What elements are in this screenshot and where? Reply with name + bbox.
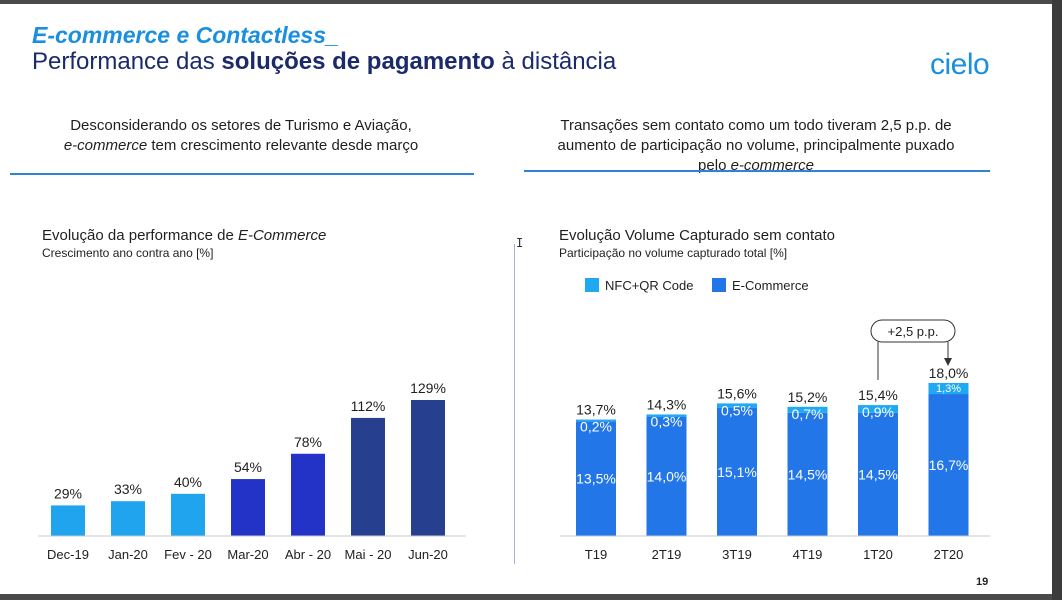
x-tick-label-2: Fev - 20 bbox=[164, 547, 212, 562]
charts-canvas: 29% Dec-19 33% Jan-20 40% Fev - 20 54% Mar-20 78… bbox=[38, 278, 990, 562]
right-chart-subtitle: Participação no volume capturado total [… bbox=[559, 246, 788, 260]
bar-1 bbox=[111, 501, 145, 536]
x-tick-label-r-0: T19 bbox=[585, 547, 607, 562]
ecommerce-label-2: 15,1% bbox=[717, 464, 757, 480]
nfc-bar-5 bbox=[928, 383, 969, 395]
ecommerce-bar-5 bbox=[928, 394, 969, 536]
x-tick-label-5: Mai - 20 bbox=[345, 547, 392, 562]
data-label-1: 33% bbox=[114, 481, 142, 497]
bar-5 bbox=[351, 417, 385, 536]
ecommerce-bar-0 bbox=[576, 421, 616, 536]
x-tick-label-3: Mar-20 bbox=[227, 547, 268, 562]
total-label-5: 18,0% bbox=[929, 365, 969, 381]
nfc-label-1: 0,3% bbox=[651, 413, 683, 429]
bar-2 bbox=[171, 493, 205, 536]
x-tick-label-4: Abr - 20 bbox=[285, 547, 331, 562]
nfc-bar-0 bbox=[576, 419, 616, 422]
ecommerce-bar-2 bbox=[717, 407, 757, 536]
x-tick-label-1: Jan-20 bbox=[108, 547, 148, 562]
left-chart-subtitle: Crescimento ano contra ano [%] bbox=[42, 246, 214, 260]
legend-swatch-ecommerce bbox=[712, 278, 726, 292]
data-label-6: 129% bbox=[410, 380, 446, 396]
bar-0 bbox=[51, 505, 85, 536]
right-summary: Transações sem contato como um todo tive… bbox=[557, 117, 955, 174]
bar-3 bbox=[231, 479, 265, 536]
nfc-bar-1 bbox=[646, 414, 687, 417]
ecommerce-bar-1 bbox=[646, 417, 687, 536]
x-tick-label-0: Dec-19 bbox=[47, 547, 89, 562]
ecommerce-label-5: 16,7% bbox=[929, 457, 969, 473]
x-tick-label-r-2: 3T19 bbox=[722, 547, 752, 562]
nfc-label-3: 0,7% bbox=[792, 406, 824, 422]
total-label-1: 14,3% bbox=[647, 396, 687, 412]
bar-4 bbox=[291, 453, 325, 536]
data-label-5: 112% bbox=[351, 398, 386, 414]
total-label-4: 15,4% bbox=[858, 387, 898, 403]
data-label-4: 78% bbox=[294, 434, 322, 450]
cielo-logo: cielo bbox=[930, 48, 990, 81]
nfc-bar-2 bbox=[717, 403, 757, 408]
x-tick-label-r-4: 1T20 bbox=[863, 547, 893, 562]
data-label-2: 40% bbox=[174, 474, 202, 490]
data-label-0: 29% bbox=[54, 485, 82, 501]
page-number: 19 bbox=[976, 576, 989, 588]
data-label-3: 54% bbox=[234, 459, 262, 475]
annotation-text: +2,5 p.p. bbox=[888, 324, 939, 339]
chart-divider bbox=[514, 244, 515, 564]
nfc-bar-3 bbox=[787, 406, 828, 413]
nfc-label-4: 0,9% bbox=[862, 404, 894, 420]
x-tick-label-r-3: 4T19 bbox=[793, 547, 823, 562]
left-summary: Desconsiderando os setores de Turismo e … bbox=[63, 117, 419, 154]
text-cursor-icon: I bbox=[516, 236, 524, 250]
right-chart-title: Evolução Volume Capturado sem contato bbox=[559, 227, 835, 244]
nfc-bar-4 bbox=[858, 405, 898, 413]
left-chart-title: Evolução da performance de E-Commerce bbox=[42, 227, 327, 244]
ecommerce-bar-3 bbox=[787, 412, 828, 536]
legend-label-ecommerce: E-Commerce bbox=[732, 278, 809, 293]
ecommerce-label-1: 14,0% bbox=[647, 469, 687, 485]
annotation-arrowhead bbox=[944, 358, 952, 366]
ecommerce-bar-4 bbox=[858, 412, 898, 536]
nfc-label-2: 0,5% bbox=[721, 402, 753, 418]
ecommerce-label-3: 14,5% bbox=[788, 466, 828, 482]
slide-title: E-commerce e Contactless_ bbox=[32, 22, 339, 48]
annotation-bubble bbox=[870, 319, 956, 343]
ecommerce-label-0: 13,5% bbox=[576, 471, 616, 487]
slide-subtitle: Performance das soluções de pagamento à … bbox=[32, 48, 617, 75]
legend-swatch-nfc bbox=[585, 278, 599, 292]
ecommerce-label-4: 14,5% bbox=[858, 466, 898, 482]
total-label-3: 15,2% bbox=[788, 389, 828, 405]
right-rule bbox=[524, 170, 990, 172]
nfc-label-0: 0,2% bbox=[580, 419, 612, 435]
bar-6 bbox=[411, 400, 445, 536]
x-tick-label-6: Jun-20 bbox=[408, 547, 448, 562]
nfc-label-5: 1,3% bbox=[936, 383, 961, 395]
x-tick-label-r-5: 2T20 bbox=[934, 547, 964, 562]
total-label-2: 15,6% bbox=[717, 385, 757, 401]
legend-label-nfc: NFC+QR Code bbox=[605, 278, 694, 293]
total-label-0: 13,7% bbox=[576, 402, 616, 418]
left-rule bbox=[10, 173, 474, 175]
window-edge bbox=[1052, 0, 1062, 600]
x-tick-label-r-1: 2T19 bbox=[652, 547, 682, 562]
